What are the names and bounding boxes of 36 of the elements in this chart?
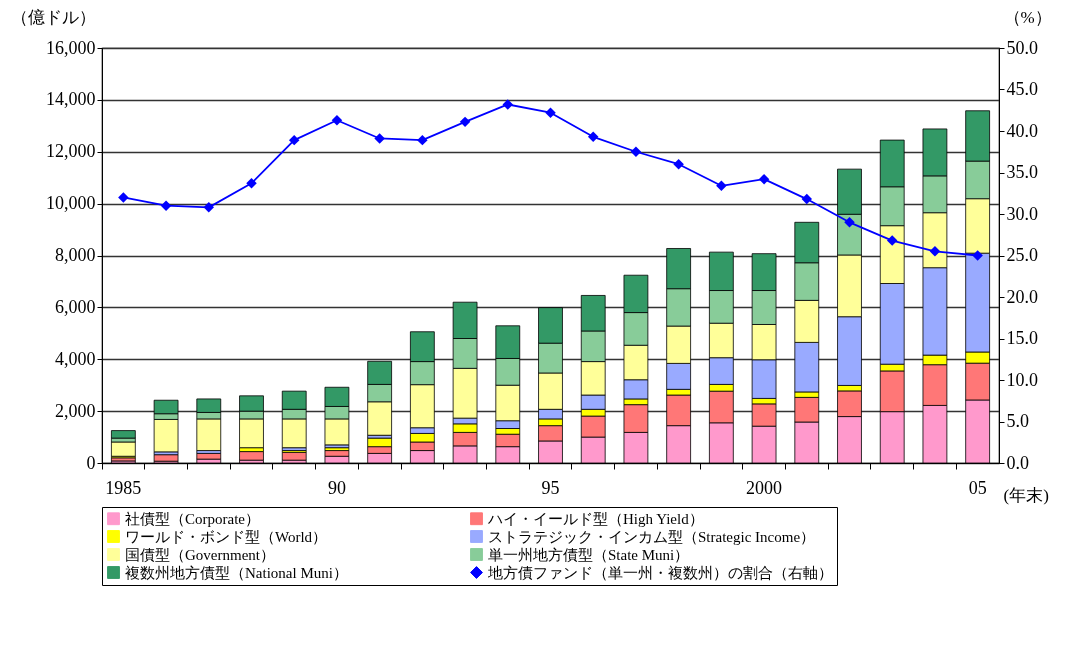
y2-tick-label: 45.0 (1006, 79, 1038, 99)
legend-label: 地方債ファンド（単一州・複数州）の割合（右軸） (487, 564, 833, 581)
y2-tick-label: 0.0 (1006, 452, 1029, 473)
y2-tick-label: 15.0 (1006, 328, 1038, 348)
x-tick-label: 90 (327, 477, 346, 498)
y2-tick-label: 40.0 (1006, 120, 1038, 141)
x-tick-label: 95 (541, 477, 560, 498)
legend-label: 複数州地方債型（National Muni） (125, 564, 348, 581)
x-tick-label: 05 (968, 477, 987, 498)
y-tick-label: 16,000 (46, 37, 96, 58)
y2-tick-label: 5.0 (1006, 411, 1029, 431)
y2-tick-label: 10.0 (1006, 369, 1038, 390)
y-tick-label: 12,000 (46, 141, 96, 162)
y2-tick-label: 20.0 (1006, 286, 1038, 307)
legend-label: ストラテジック・インカム型（Strategic Income） (488, 528, 816, 545)
x-tick-label: 2000 (746, 477, 783, 498)
legend-label: 単一州地方債型（State Muni） (488, 546, 690, 563)
y-tick-label: 0 (86, 452, 96, 473)
legend-label: 国債型（Government） (125, 546, 275, 563)
y2-tick-label: 30.0 (1006, 203, 1038, 224)
y-tick-label: 10,000 (46, 193, 96, 214)
x-tick-label: 1985 (105, 477, 142, 498)
y-tick-label: 2,000 (55, 400, 96, 421)
y-tick-label: 6,000 (55, 296, 96, 317)
y-axis-title: （億ドル） (10, 7, 96, 27)
x-axis-title: (年末) (1003, 485, 1049, 505)
y-tick-label: 14,000 (46, 89, 96, 110)
legend-label: ワールド・ボンド型（World） (125, 528, 328, 545)
legend-label: ハイ・イールド型（High Yield） (487, 510, 704, 527)
y-tick-label: 8,000 (55, 245, 96, 265)
y2-tick-label: 50.0 (1006, 37, 1038, 58)
legend-label: 社債型（Corporate） (125, 510, 260, 527)
y2-axis-title: （%） (1003, 7, 1052, 27)
y2-tick-label: 35.0 (1006, 162, 1038, 182)
y-tick-label: 4,000 (55, 348, 96, 369)
y2-tick-label: 25.0 (1006, 245, 1038, 265)
